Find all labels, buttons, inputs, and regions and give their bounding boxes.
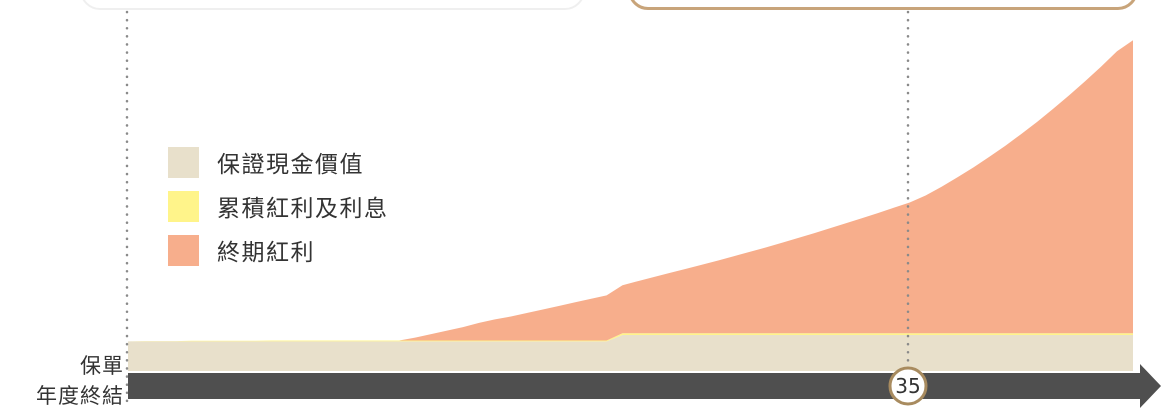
stacked-areas (128, 40, 1133, 371)
legend-label: 終期紅利 (217, 240, 315, 266)
area-guaranteed-cash-value (128, 335, 1133, 371)
legend-item-accumulated-dividends: 累積紅利及利息 (168, 184, 389, 228)
x-axis-label-line1: 保單 (80, 354, 124, 378)
legend-item-terminal-dividend: 終期紅利 (168, 228, 389, 272)
area-terminal-dividend (128, 40, 1133, 342)
year-marker-circle[interactable] (888, 366, 928, 406)
x-axis-label-line2: 年度終結 (36, 384, 124, 408)
legend-swatch (168, 234, 199, 266)
legend-swatch (168, 190, 199, 222)
legend-swatch (168, 146, 199, 178)
year-marker-label: 35 (895, 374, 920, 398)
legend-label: 累積紅利及利息 (217, 196, 389, 222)
area-accumulated-dividends (128, 333, 1133, 342)
legend-label: 保證現金價值 (217, 152, 364, 178)
chart-legend: 保證現金價值 累積紅利及利息 終期紅利 (168, 140, 389, 272)
legend-item-guaranteed-cash-value: 保證現金價值 (168, 140, 389, 184)
